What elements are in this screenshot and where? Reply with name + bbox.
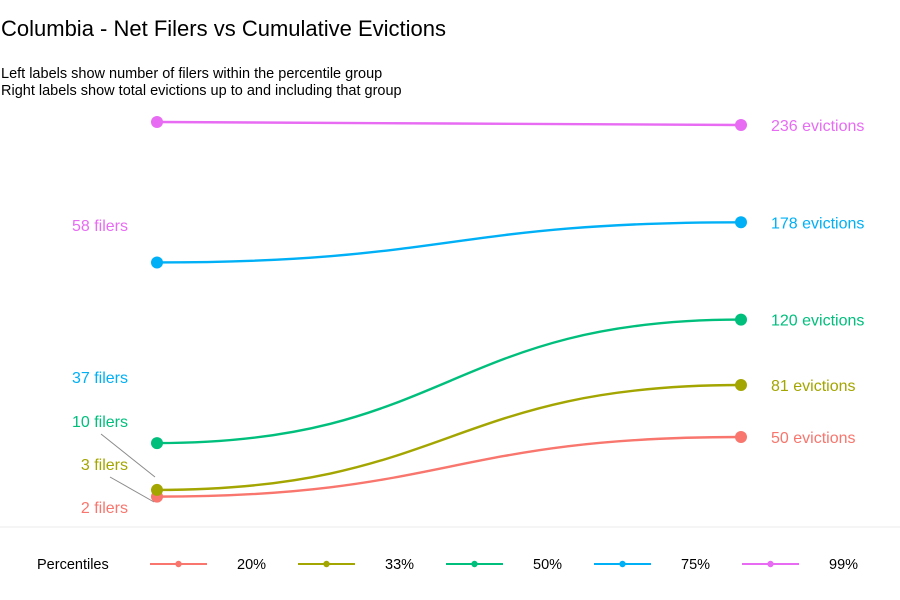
legend-key-point (175, 560, 182, 568)
right-label-99: 236 evictions (771, 118, 864, 135)
left-label-20: 2 filers (81, 500, 128, 517)
point-end-99 (735, 119, 747, 131)
legend-label: 50% (533, 557, 562, 573)
subtitle-line-1: Left labels show number of filers within… (1, 66, 383, 82)
legend-item-33: 33% (298, 557, 414, 573)
right-label-50: 120 evictions (771, 313, 864, 330)
legend-title: Percentiles (37, 557, 109, 573)
legend-key-point (767, 560, 774, 568)
left-label-50: 10 filers (72, 414, 128, 431)
left-label-33: 3 filers (81, 457, 128, 474)
right-label-20: 50 evictions (771, 430, 856, 447)
legend-label: 75% (681, 557, 710, 573)
series-line-33 (156, 383, 742, 492)
legend-item-99: 99% (742, 557, 858, 573)
legend-label: 20% (237, 557, 266, 573)
legend-item-50: 50% (446, 557, 562, 573)
left-label-75: 37 filers (72, 370, 128, 387)
leader-line-33 (109, 476, 155, 503)
leader-line-50 (100, 433, 156, 478)
point-start-33 (151, 483, 163, 496)
point-start-50 (151, 437, 163, 450)
subtitle-line-2: Right labels show total evictions up to … (1, 83, 402, 99)
series-line-75 (156, 221, 742, 264)
point-end-33 (735, 379, 747, 391)
legend-item-75: 75% (594, 557, 710, 573)
point-start-99 (151, 116, 163, 128)
series-labels: 2 filers 50 evictions 3 filers 81 evictions… (72, 118, 864, 517)
series-line-20 (156, 435, 742, 498)
chart-subtitle: Left labels show number of filers within… (1, 66, 402, 100)
legend-label: 33% (385, 557, 414, 573)
legend-key-point (323, 560, 330, 568)
point-end-20 (735, 431, 747, 443)
legend-label: 99% (829, 557, 858, 573)
legend: Percentiles 20% 33% 50% 75% 99% (37, 557, 858, 573)
point-end-50 (735, 313, 747, 326)
series-line-50 (156, 318, 742, 445)
legend-item-20: 20% (150, 557, 266, 573)
series-line-99 (156, 120, 742, 127)
legend-key-point (619, 560, 626, 568)
left-label-99: 58 filers (72, 218, 128, 235)
right-label-33: 81 evictions (771, 378, 856, 395)
series-points (151, 116, 747, 503)
legend-key-point (471, 560, 478, 568)
series-lines (156, 120, 742, 498)
point-end-75 (735, 216, 747, 229)
point-start-75 (151, 256, 163, 269)
right-label-75: 178 evictions (771, 215, 864, 232)
leader-lines (100, 433, 156, 503)
chart-title: Columbia - Net Filers vs Cumulative Evic… (1, 16, 447, 41)
